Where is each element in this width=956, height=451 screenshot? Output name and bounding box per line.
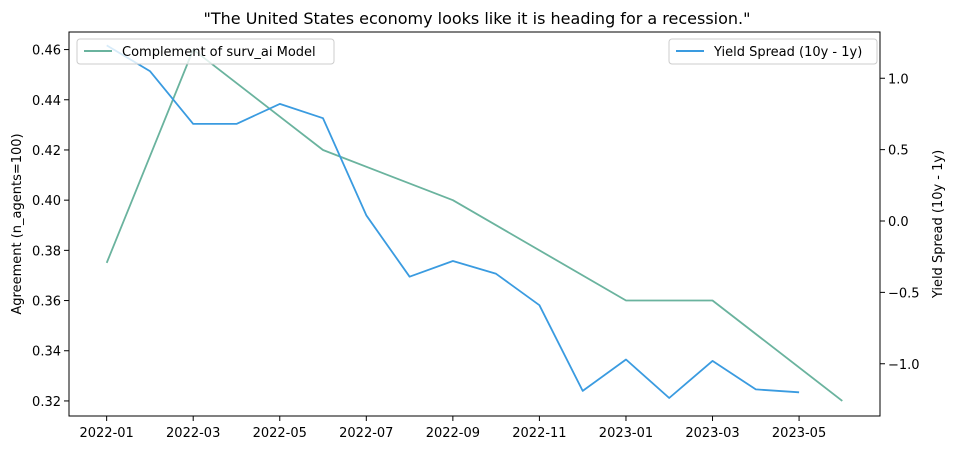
plot-frame: [68, 31, 881, 417]
x-tick-label: 2022-03: [166, 426, 220, 441]
y2-axis-label: Yield Spread (10y - 1y): [931, 150, 946, 299]
x-tick-label: 2022-11: [512, 426, 566, 441]
legend-left: Complement of surv_ai Model: [76, 38, 335, 65]
y-tick-label: 0.46: [32, 44, 61, 59]
series-layer: [105, 44, 843, 402]
chart-title: "The United States economy looks like it…: [204, 9, 751, 28]
series-line-1: [105, 48, 843, 402]
y-tick-label: 0.32: [32, 395, 61, 410]
y2-tick-label: −1.0: [888, 358, 920, 373]
y2-tick-label: 1.0: [888, 72, 909, 87]
x-tick-label: 2022-01: [79, 426, 133, 441]
y-tick-label: 0.36: [32, 295, 61, 310]
x-tick-label: 2023-05: [772, 426, 826, 441]
x-axis: 2022-01 2022-03 2022-05 2022-07 2022-09 2022-…: [79, 416, 826, 441]
y-tick-label: 0.42: [32, 144, 61, 159]
legend-left-label: Complement of surv_ai Model: [122, 45, 316, 60]
series-line-2: [106, 44, 800, 399]
y-tick-label: 0.40: [32, 194, 61, 209]
legend-right-label: Yield Spread (10y - 1y): [713, 45, 862, 60]
x-tick-label: 2022-07: [339, 426, 393, 441]
y-tick-label: 0.34: [32, 345, 61, 360]
y2-tick-label: −0.5: [888, 286, 920, 301]
y-tick-label: 0.38: [32, 244, 61, 259]
y-axis-right: −1.0 −0.5 0.0 0.5 1.0: [880, 72, 920, 373]
legend-left-box: [76, 38, 335, 65]
legend-right-box: [668, 38, 878, 65]
legend-right: Yield Spread (10y - 1y): [668, 38, 878, 65]
y2-tick-label: 0.5: [888, 144, 909, 159]
x-tick-label: 2023-01: [599, 426, 653, 441]
y-tick-label: 0.44: [32, 94, 61, 109]
x-tick-label: 2022-09: [426, 426, 480, 441]
y-axis-left: 0.32 0.34 0.36 0.38 0.40 0.42 0.44 0.46: [32, 44, 69, 410]
x-tick-label: 2023-03: [685, 426, 739, 441]
y-axis-label: Agreement (n_agents=100): [10, 133, 25, 314]
y2-tick-label: 0.0: [888, 215, 909, 230]
x-tick-label: 2022-05: [253, 426, 307, 441]
